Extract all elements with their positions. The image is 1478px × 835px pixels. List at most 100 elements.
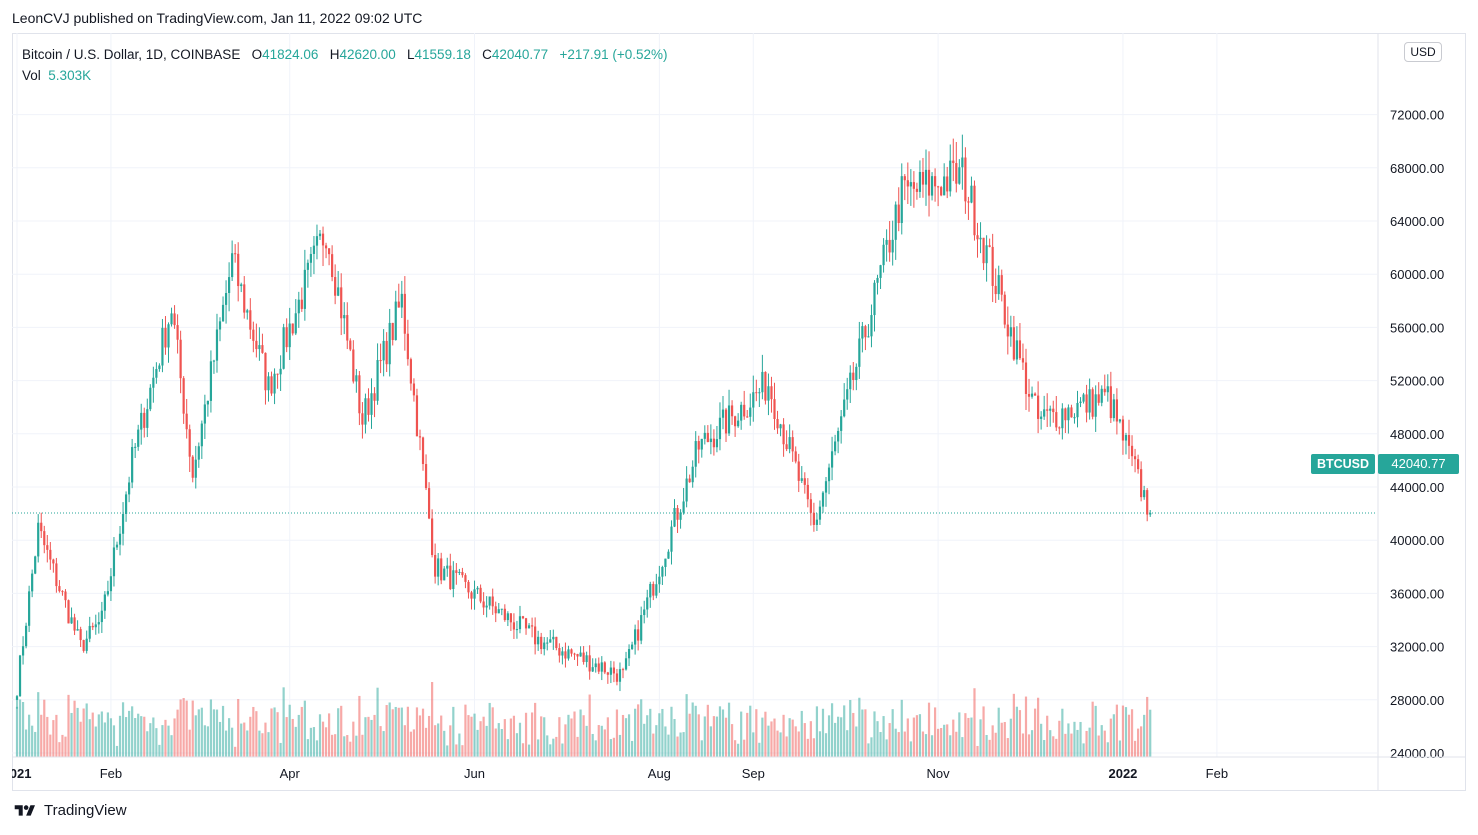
volume-bar (873, 711, 876, 757)
candle-body (1149, 513, 1152, 515)
candle-body (224, 293, 228, 305)
candle-body (70, 617, 73, 624)
volume-bar (555, 736, 558, 757)
volume-bar (840, 717, 843, 757)
volume-bar (885, 739, 888, 757)
candle-body (1088, 389, 1091, 413)
volume-bar (1149, 709, 1152, 757)
volume-bar (334, 734, 337, 757)
volume-bar (652, 733, 655, 757)
volume-bar (703, 716, 706, 757)
candle-body (994, 285, 997, 295)
candle-layer (15, 134, 1152, 709)
candle-body (652, 583, 655, 596)
volume-bar (397, 707, 400, 757)
volume-bar (979, 719, 982, 757)
candle-body (843, 399, 846, 417)
volume-bar (964, 713, 967, 757)
price-tick-label: 40000.00 (1390, 533, 1444, 548)
candle-body (64, 591, 67, 601)
volume-bar (24, 729, 28, 757)
volume-bar (640, 699, 643, 757)
candle-body (506, 613, 509, 621)
candle-body (379, 360, 382, 362)
candle-body (473, 589, 476, 599)
volume-bar (803, 723, 806, 757)
volume-bar (131, 706, 134, 757)
candle-body (643, 609, 646, 616)
candle-body (31, 573, 34, 592)
currency-button[interactable]: USD (1404, 42, 1442, 62)
volume-bar (1000, 722, 1003, 757)
candle-body (788, 437, 791, 450)
volume-bar (64, 736, 67, 757)
volume-bar (494, 728, 497, 757)
candlestick-chart[interactable]: 24000.00 28000.00 32000.00 36000.00 40000.00… (12, 33, 1466, 791)
candle-body (761, 371, 764, 393)
candle-body (809, 499, 812, 513)
candle-body (1094, 394, 1097, 417)
candle-body (237, 253, 240, 287)
candle-body (221, 304, 225, 322)
tradingview-logo-icon (14, 804, 35, 816)
candle-body (891, 239, 894, 253)
volume-bar (276, 712, 279, 757)
volume-bar (682, 732, 685, 757)
volume-bar (324, 727, 328, 757)
volume-bar (933, 707, 937, 757)
volume-bar (534, 702, 537, 757)
candle-body (743, 404, 746, 417)
volume-bar (231, 727, 234, 757)
candle-body (440, 558, 443, 581)
candle-body (264, 352, 267, 391)
candle-body (1009, 327, 1012, 337)
volume-bar (128, 710, 131, 757)
candle-body (231, 253, 234, 278)
candle-body (431, 518, 434, 555)
candle-body (124, 494, 128, 514)
volume-bar (864, 709, 867, 757)
volume-bar (191, 700, 194, 757)
volume-bar (767, 725, 770, 757)
candle-body (406, 333, 409, 360)
candle-body (331, 254, 334, 278)
volume-bar (637, 704, 640, 757)
volume-bar (952, 719, 955, 757)
candle-body (261, 345, 264, 353)
volume-bar (97, 714, 100, 757)
volume-bar (282, 687, 285, 757)
volume-bar (627, 714, 631, 757)
candle-body (715, 439, 719, 448)
candle-body (97, 622, 100, 625)
candle-body (782, 424, 785, 445)
volume-bar (400, 707, 403, 757)
volume-bar (776, 730, 779, 757)
candle-body (361, 413, 364, 425)
candle-body (585, 655, 588, 663)
candle-body (703, 432, 706, 439)
candle-body (740, 404, 743, 421)
candle-body (337, 287, 340, 296)
volume-bar (361, 734, 364, 757)
candle-body (367, 398, 370, 415)
candle-body (985, 245, 988, 264)
candle-body (558, 648, 561, 656)
candle-body (1082, 394, 1085, 402)
volume-bar (352, 721, 355, 757)
candle-body (521, 616, 525, 619)
candle-body (758, 392, 761, 394)
candle-body (58, 586, 61, 592)
candle-body (970, 185, 973, 203)
candle-body (500, 608, 503, 610)
time-tick-label: 2021 (12, 766, 31, 781)
candle-body (306, 262, 309, 270)
candle-body (270, 376, 273, 394)
volume-bar (837, 716, 840, 757)
volume-bar (1024, 696, 1028, 757)
volume-bar (967, 717, 970, 757)
price-tick-label: 60000.00 (1390, 267, 1444, 282)
volume-bar (152, 717, 155, 757)
volume-bar (100, 711, 103, 757)
volume-bar (455, 744, 458, 757)
volume-bar (670, 706, 673, 757)
